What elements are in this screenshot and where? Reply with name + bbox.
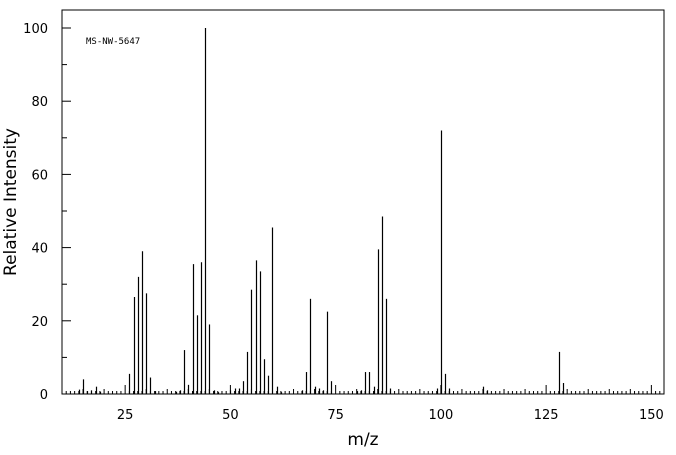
x-tick-label: 75 <box>327 408 344 423</box>
spectrum-id-annotation: MS-NW-5647 <box>86 37 140 47</box>
x-tick-label: 100 <box>428 408 453 423</box>
y-tick-label: 80 <box>31 95 48 110</box>
y-axis-title: Relative Intensity <box>1 128 21 276</box>
x-tick-label: 125 <box>534 408 559 423</box>
y-tick-label: 20 <box>31 315 48 330</box>
y-tick-label: 100 <box>23 22 48 37</box>
y-tick-label: 40 <box>31 242 48 257</box>
plot-frame <box>61 9 665 395</box>
y-tick-label: 0 <box>40 388 48 403</box>
y-axis-ticks: 0 20 40 60 80 100 <box>23 22 71 403</box>
y-tick-label: 60 <box>31 168 48 183</box>
x-axis-title: m/z <box>347 430 378 450</box>
peak-series <box>78 28 565 394</box>
x-tick-label: 25 <box>117 408 134 423</box>
x-tick-label: 150 <box>639 408 664 423</box>
x-tick-label: 50 <box>222 408 239 423</box>
x-axis-ticks: 25 50 75 100 125 150 <box>61 385 665 423</box>
